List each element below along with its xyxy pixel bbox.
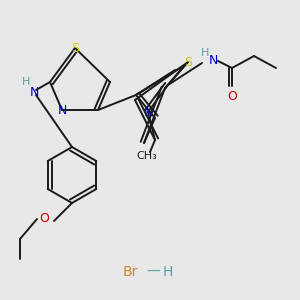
Text: H: H: [22, 77, 30, 87]
Text: N: N: [208, 55, 218, 68]
Text: —: —: [146, 265, 160, 279]
Text: H: H: [163, 265, 173, 279]
Text: CH₃: CH₃: [136, 151, 158, 161]
Text: S: S: [71, 41, 79, 55]
Text: S: S: [184, 56, 192, 68]
Text: O: O: [39, 212, 49, 224]
Text: H: H: [201, 48, 209, 58]
Text: Br: Br: [122, 265, 138, 279]
Text: O: O: [227, 89, 237, 103]
Text: N: N: [57, 103, 67, 116]
Text: N: N: [143, 106, 153, 118]
Text: N: N: [29, 85, 39, 98]
